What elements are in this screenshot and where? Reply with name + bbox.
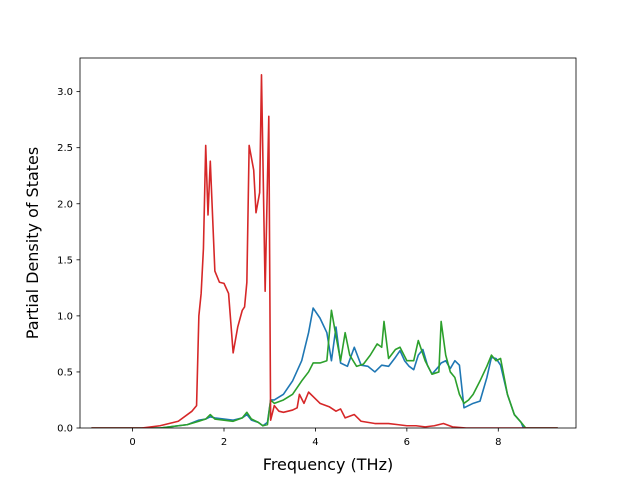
y-axis-ticks: 0.0 0.5 1.0 1.5 2.0 2.5 3.0	[57, 87, 80, 435]
x-tick-label: 2	[221, 437, 227, 448]
x-tick-label: 6	[404, 437, 410, 448]
plot-area	[91, 74, 558, 428]
y-tick-label: 1.5	[57, 255, 73, 266]
x-tick-label: 4	[312, 437, 318, 448]
y-tick-label: 2.0	[57, 199, 73, 210]
y-tick-label: 3.0	[57, 87, 73, 98]
axes-frame	[79, 57, 577, 429]
series-line-2	[91, 309, 558, 428]
x-tick-label: 8	[495, 437, 501, 448]
series-line-1	[91, 307, 558, 428]
y-tick-label: 1.0	[57, 311, 73, 322]
x-axis-ticks: 0 2 4 6 8	[129, 428, 501, 448]
x-tick-label: 0	[129, 437, 135, 448]
y-tick-label: 0.0	[57, 424, 73, 435]
x-axis-label: Frequency (THz)	[263, 455, 393, 474]
y-axis-label: Partial Density of States	[23, 147, 42, 339]
series-layer	[91, 74, 558, 428]
y-tick-label: 2.5	[57, 143, 73, 154]
series-line-3	[91, 74, 558, 428]
y-tick-label: 0.5	[57, 367, 73, 378]
